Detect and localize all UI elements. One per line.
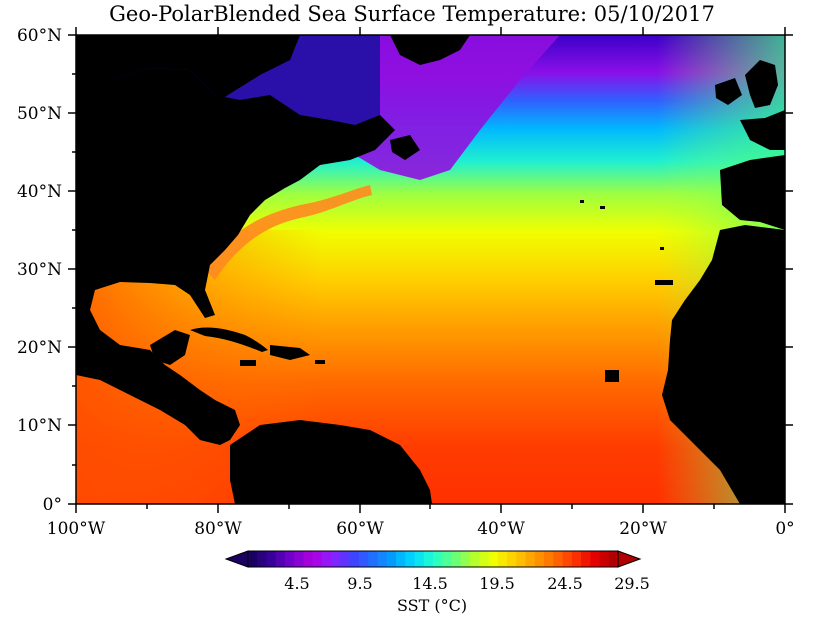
colorbar-tick-label: 24.5	[547, 574, 583, 593]
lat-label-40n: 40°N	[17, 182, 62, 202]
lon-label-80w: 80°W	[194, 519, 242, 539]
colorbar-tick-label: 9.5	[347, 574, 372, 593]
lat-ticks	[68, 34, 793, 505]
lon-label-0: 0°	[775, 519, 794, 539]
colorbar-swatch	[275, 551, 286, 567]
colorbar-swatch	[359, 551, 369, 567]
colorbar-swatch	[451, 551, 462, 567]
colorbar-swatch	[460, 551, 471, 567]
colorbar-swatch	[386, 551, 397, 567]
colorbar-swatch	[322, 551, 332, 567]
colorbar-label: SST (°C)	[397, 596, 467, 615]
colorbar-swatch	[497, 551, 508, 567]
colorbar-swatch	[340, 551, 351, 567]
colorbar-swatch	[516, 551, 526, 567]
colorbar	[224, 550, 642, 568]
colorbar-swatch	[470, 551, 480, 567]
lon-label-100w: 100°W	[47, 519, 106, 539]
land-south-america	[230, 420, 432, 504]
colorbar-tick-label: 14.5	[412, 574, 448, 593]
colorbar-swatch	[442, 551, 452, 567]
colorbar-swatch	[377, 551, 388, 567]
land-france	[740, 110, 785, 150]
map-title: Geo-PolarBlended Sea Surface Temperature…	[109, 2, 715, 26]
colorbar-swatch	[368, 551, 378, 567]
land-azores	[580, 200, 584, 203]
colorbar-swatch	[423, 551, 434, 567]
colorbar-swatch	[312, 551, 323, 567]
land-jamaica	[240, 360, 256, 366]
land-canary-islands	[655, 280, 673, 285]
lat-label-0: 0°	[43, 495, 62, 515]
colorbar-swatch	[349, 551, 360, 567]
land-greenland	[390, 35, 470, 65]
land-cuba	[190, 327, 268, 352]
colorbar-swatch	[294, 551, 304, 567]
lon-ticks	[75, 27, 786, 513]
land-iberia	[720, 155, 785, 230]
colorbar-swatch	[396, 551, 406, 567]
land-puerto-rico	[315, 360, 325, 364]
colorbar-arrow-low	[224, 550, 249, 568]
colorbar-swatch	[331, 551, 341, 567]
lat-label-30n: 30°N	[17, 260, 62, 280]
colorbar-tick-label: 4.5	[284, 574, 309, 593]
colorbar-swatch	[534, 551, 545, 567]
land-yucatan	[150, 330, 190, 365]
colorbar-swatch	[303, 551, 314, 567]
colorbar-swatch	[599, 551, 610, 567]
colorbar-frame	[247, 550, 619, 568]
colorbar-swatch	[488, 551, 499, 567]
colorbar-swatch	[266, 551, 277, 567]
colorbar-swatch	[608, 551, 619, 567]
lon-label-40w: 40°W	[477, 519, 525, 539]
colorbar-swatch	[414, 551, 425, 567]
land-cape-verde	[605, 370, 619, 382]
land-madeira	[660, 247, 664, 250]
lon-label-60w: 60°W	[336, 519, 384, 539]
colorbar-swatch	[562, 551, 573, 567]
land-north-america	[76, 68, 395, 445]
land-britain	[745, 60, 778, 108]
map-area	[76, 35, 785, 504]
colorbar-swatch	[257, 551, 267, 567]
land-africa	[662, 225, 785, 504]
colorbar-swatch	[248, 551, 258, 567]
colorbar-swatch	[525, 551, 536, 567]
land-newfoundland	[390, 135, 420, 160]
colorbar-swatch	[285, 551, 295, 567]
colorbar-swatch	[479, 551, 489, 567]
land-hispaniola	[270, 345, 310, 360]
colorbar-swatch	[507, 551, 517, 567]
land-azores-2	[600, 206, 605, 209]
colorbar-tick-label: 19.5	[479, 574, 515, 593]
lat-label-60n: 60°N	[17, 26, 62, 46]
colorbar-swatch	[581, 551, 591, 567]
lat-label-10n: 10°N	[17, 416, 62, 436]
colorbar-swatch	[571, 551, 582, 567]
lat-label-20n: 20°N	[17, 338, 62, 358]
colorbar-arrow-high	[617, 550, 642, 568]
colorbar-tick-label: 29.5	[614, 574, 650, 593]
colorbar-swatch	[590, 551, 600, 567]
colorbar-swatch	[553, 551, 563, 567]
colorbar-swatch	[405, 551, 415, 567]
lon-label-20w: 20°W	[619, 519, 667, 539]
lat-label-50n: 50°N	[17, 104, 62, 124]
gulf-stream	[205, 185, 372, 280]
colorbar-swatch	[433, 551, 443, 567]
land-canada-north	[76, 35, 300, 100]
land-ireland	[715, 78, 742, 105]
colorbar-swatch	[544, 551, 554, 567]
